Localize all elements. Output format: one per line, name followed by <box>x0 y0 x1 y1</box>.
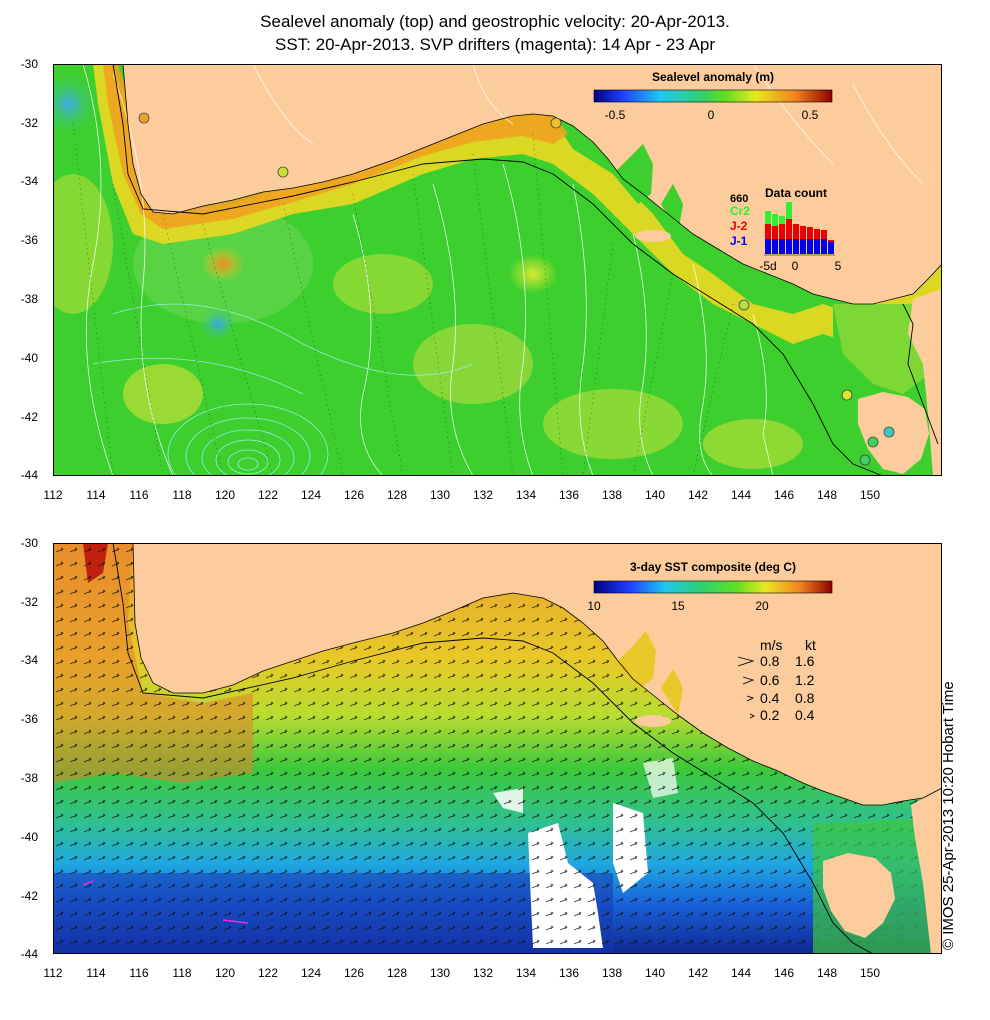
speed-legend: m/s kt 0.8 1.6 0.6 1.2 0.4 0.8 0.2 0.4 <box>737 637 816 723</box>
sst-cb-tick-2: 15 <box>671 599 685 613</box>
top-ylabel-44: -44 <box>20 468 38 482</box>
data-count-series-j1: J-1 <box>730 234 748 248</box>
title-line-2: SST: 20-Apr-2013. SVP drifters (magenta)… <box>274 35 716 54</box>
top-cb-tick-2: 0 <box>708 108 715 122</box>
top-colorbar-title: Sealevel anomaly (m) <box>652 70 774 84</box>
speed-row-1-kt: 1.6 <box>795 653 815 669</box>
data-count-series-j2: J-2 <box>730 219 748 233</box>
sst-xlabel-136: 136 <box>558 966 580 980</box>
sst-xlabel-138: 138 <box>601 966 623 980</box>
top-xlabel-116: 116 <box>129 488 149 502</box>
top-xlabel-138: 138 <box>601 488 623 502</box>
sst-xlabel-126: 126 <box>343 966 365 980</box>
sst-colorbar-title: 3-day SST composite (deg C) <box>630 560 796 574</box>
sst-xlabel-140: 140 <box>644 966 666 980</box>
sst-ylabel-30: -30 <box>20 536 38 550</box>
top-ylabel-36: -36 <box>20 233 38 247</box>
data-count-series-cr2: Cr2 <box>730 204 750 218</box>
top-xlabel-124: 124 <box>300 488 322 502</box>
top-xlabel-120: 120 <box>214 488 236 502</box>
top-xlabel-122: 122 <box>257 488 279 502</box>
speed-row-2-kt: 1.2 <box>795 672 815 688</box>
data-count-title: Data count <box>765 186 827 200</box>
top-ylabel-38: -38 <box>20 292 38 306</box>
sst-ylabel-38: -38 <box>20 771 38 785</box>
speed-row-3-kt: 0.8 <box>795 690 815 706</box>
sst-cb-tick-3: 20 <box>755 599 769 613</box>
sst-xlabel-148: 148 <box>816 966 838 980</box>
sst-ylabel-32: -32 <box>20 595 38 609</box>
top-ylabel-30: -30 <box>20 57 38 71</box>
top-xlabel-136: 136 <box>558 488 580 502</box>
sst-xlabel-144: 144 <box>730 966 752 980</box>
top-cb-tick-1: -0.5 <box>605 108 626 122</box>
top-xlabel-146: 146 <box>773 488 795 502</box>
sst-xlabel-122: 122 <box>257 966 279 980</box>
sst-xlabel-120: 120 <box>214 966 236 980</box>
data-count-x-3: 5 <box>835 259 842 273</box>
top-ylabel-32: -32 <box>20 116 38 130</box>
sst-xlabel-112: 112 <box>43 966 63 980</box>
imos-timestamp-label: © IMOS 25-Apr-2013 10:20 Hobart Time <box>940 681 957 950</box>
top-xlabel-144: 144 <box>730 488 752 502</box>
sst-xlabel-128: 128 <box>386 966 408 980</box>
data-count-bars <box>764 202 835 256</box>
top-xlabel-114: 114 <box>86 488 106 502</box>
top-xlabel-132: 132 <box>472 488 494 502</box>
speed-row-4-ms: 0.2 <box>760 707 780 723</box>
sst-xlabel-118: 118 <box>172 966 192 980</box>
sst-xlabel-132: 132 <box>472 966 494 980</box>
sst-xlabel-142: 142 <box>687 966 709 980</box>
speed-row-3-ms: 0.4 <box>760 690 780 706</box>
data-count-max: 660 <box>730 193 748 205</box>
sst-ylabel-42: -42 <box>20 889 38 903</box>
sst-xlabel-134: 134 <box>515 966 537 980</box>
top-xlabel-148: 148 <box>816 488 838 502</box>
sst-xlabel-114: 114 <box>86 966 106 980</box>
title-line-1: Sealevel anomaly (top) and geostrophic v… <box>260 12 730 31</box>
sst-map: 3-day SST composite (deg C) 10 15 20 m/s… <box>53 543 942 954</box>
top-xlabel-140: 140 <box>644 488 666 502</box>
top-xlabel-128: 128 <box>386 488 408 502</box>
sst-xlabel-150: 150 <box>859 966 881 980</box>
sst-xlabel-130: 130 <box>429 966 451 980</box>
top-xlabel-134: 134 <box>515 488 537 502</box>
top-ylabel-40: -40 <box>20 351 38 365</box>
sst-ylabel-44: -44 <box>20 947 38 961</box>
top-xlabel-112: 112 <box>43 488 63 502</box>
top-xlabel-118: 118 <box>172 488 192 502</box>
speed-row-4-kt: 0.4 <box>795 707 815 723</box>
sst-xlabel-124: 124 <box>300 966 322 980</box>
top-xlabel-142: 142 <box>687 488 709 502</box>
sst-ylabel-36: -36 <box>20 712 38 726</box>
speed-row-1-ms: 0.8 <box>760 653 780 669</box>
top-ylabel-42: -42 <box>20 410 38 424</box>
sst-xlabel-116: 116 <box>129 966 149 980</box>
sst-xlabel-146: 146 <box>773 966 795 980</box>
speed-row-2-ms: 0.6 <box>760 672 780 688</box>
sealevel-anomaly-map: Sealevel anomaly (m) -0.5 0 0.5 Data cou… <box>53 64 942 476</box>
top-cb-tick-3: 0.5 <box>802 108 819 122</box>
data-count-x-2: 0 <box>792 259 799 273</box>
speed-legend-header-kt: kt <box>805 637 816 653</box>
sst-ylabel-40: -40 <box>20 830 38 844</box>
sst-cb-tick-1: 10 <box>587 599 601 613</box>
sst-ylabel-34: -34 <box>20 653 38 667</box>
speed-legend-header-ms: m/s <box>760 637 783 653</box>
top-xlabel-126: 126 <box>343 488 365 502</box>
top-xlabel-150: 150 <box>859 488 881 502</box>
top-ylabel-34: -34 <box>20 174 38 188</box>
data-count-x-1: -5d <box>759 259 776 273</box>
top-xlabel-130: 130 <box>429 488 451 502</box>
